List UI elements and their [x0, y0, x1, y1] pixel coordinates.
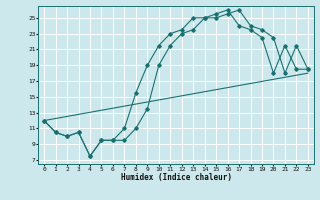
- X-axis label: Humidex (Indice chaleur): Humidex (Indice chaleur): [121, 173, 231, 182]
